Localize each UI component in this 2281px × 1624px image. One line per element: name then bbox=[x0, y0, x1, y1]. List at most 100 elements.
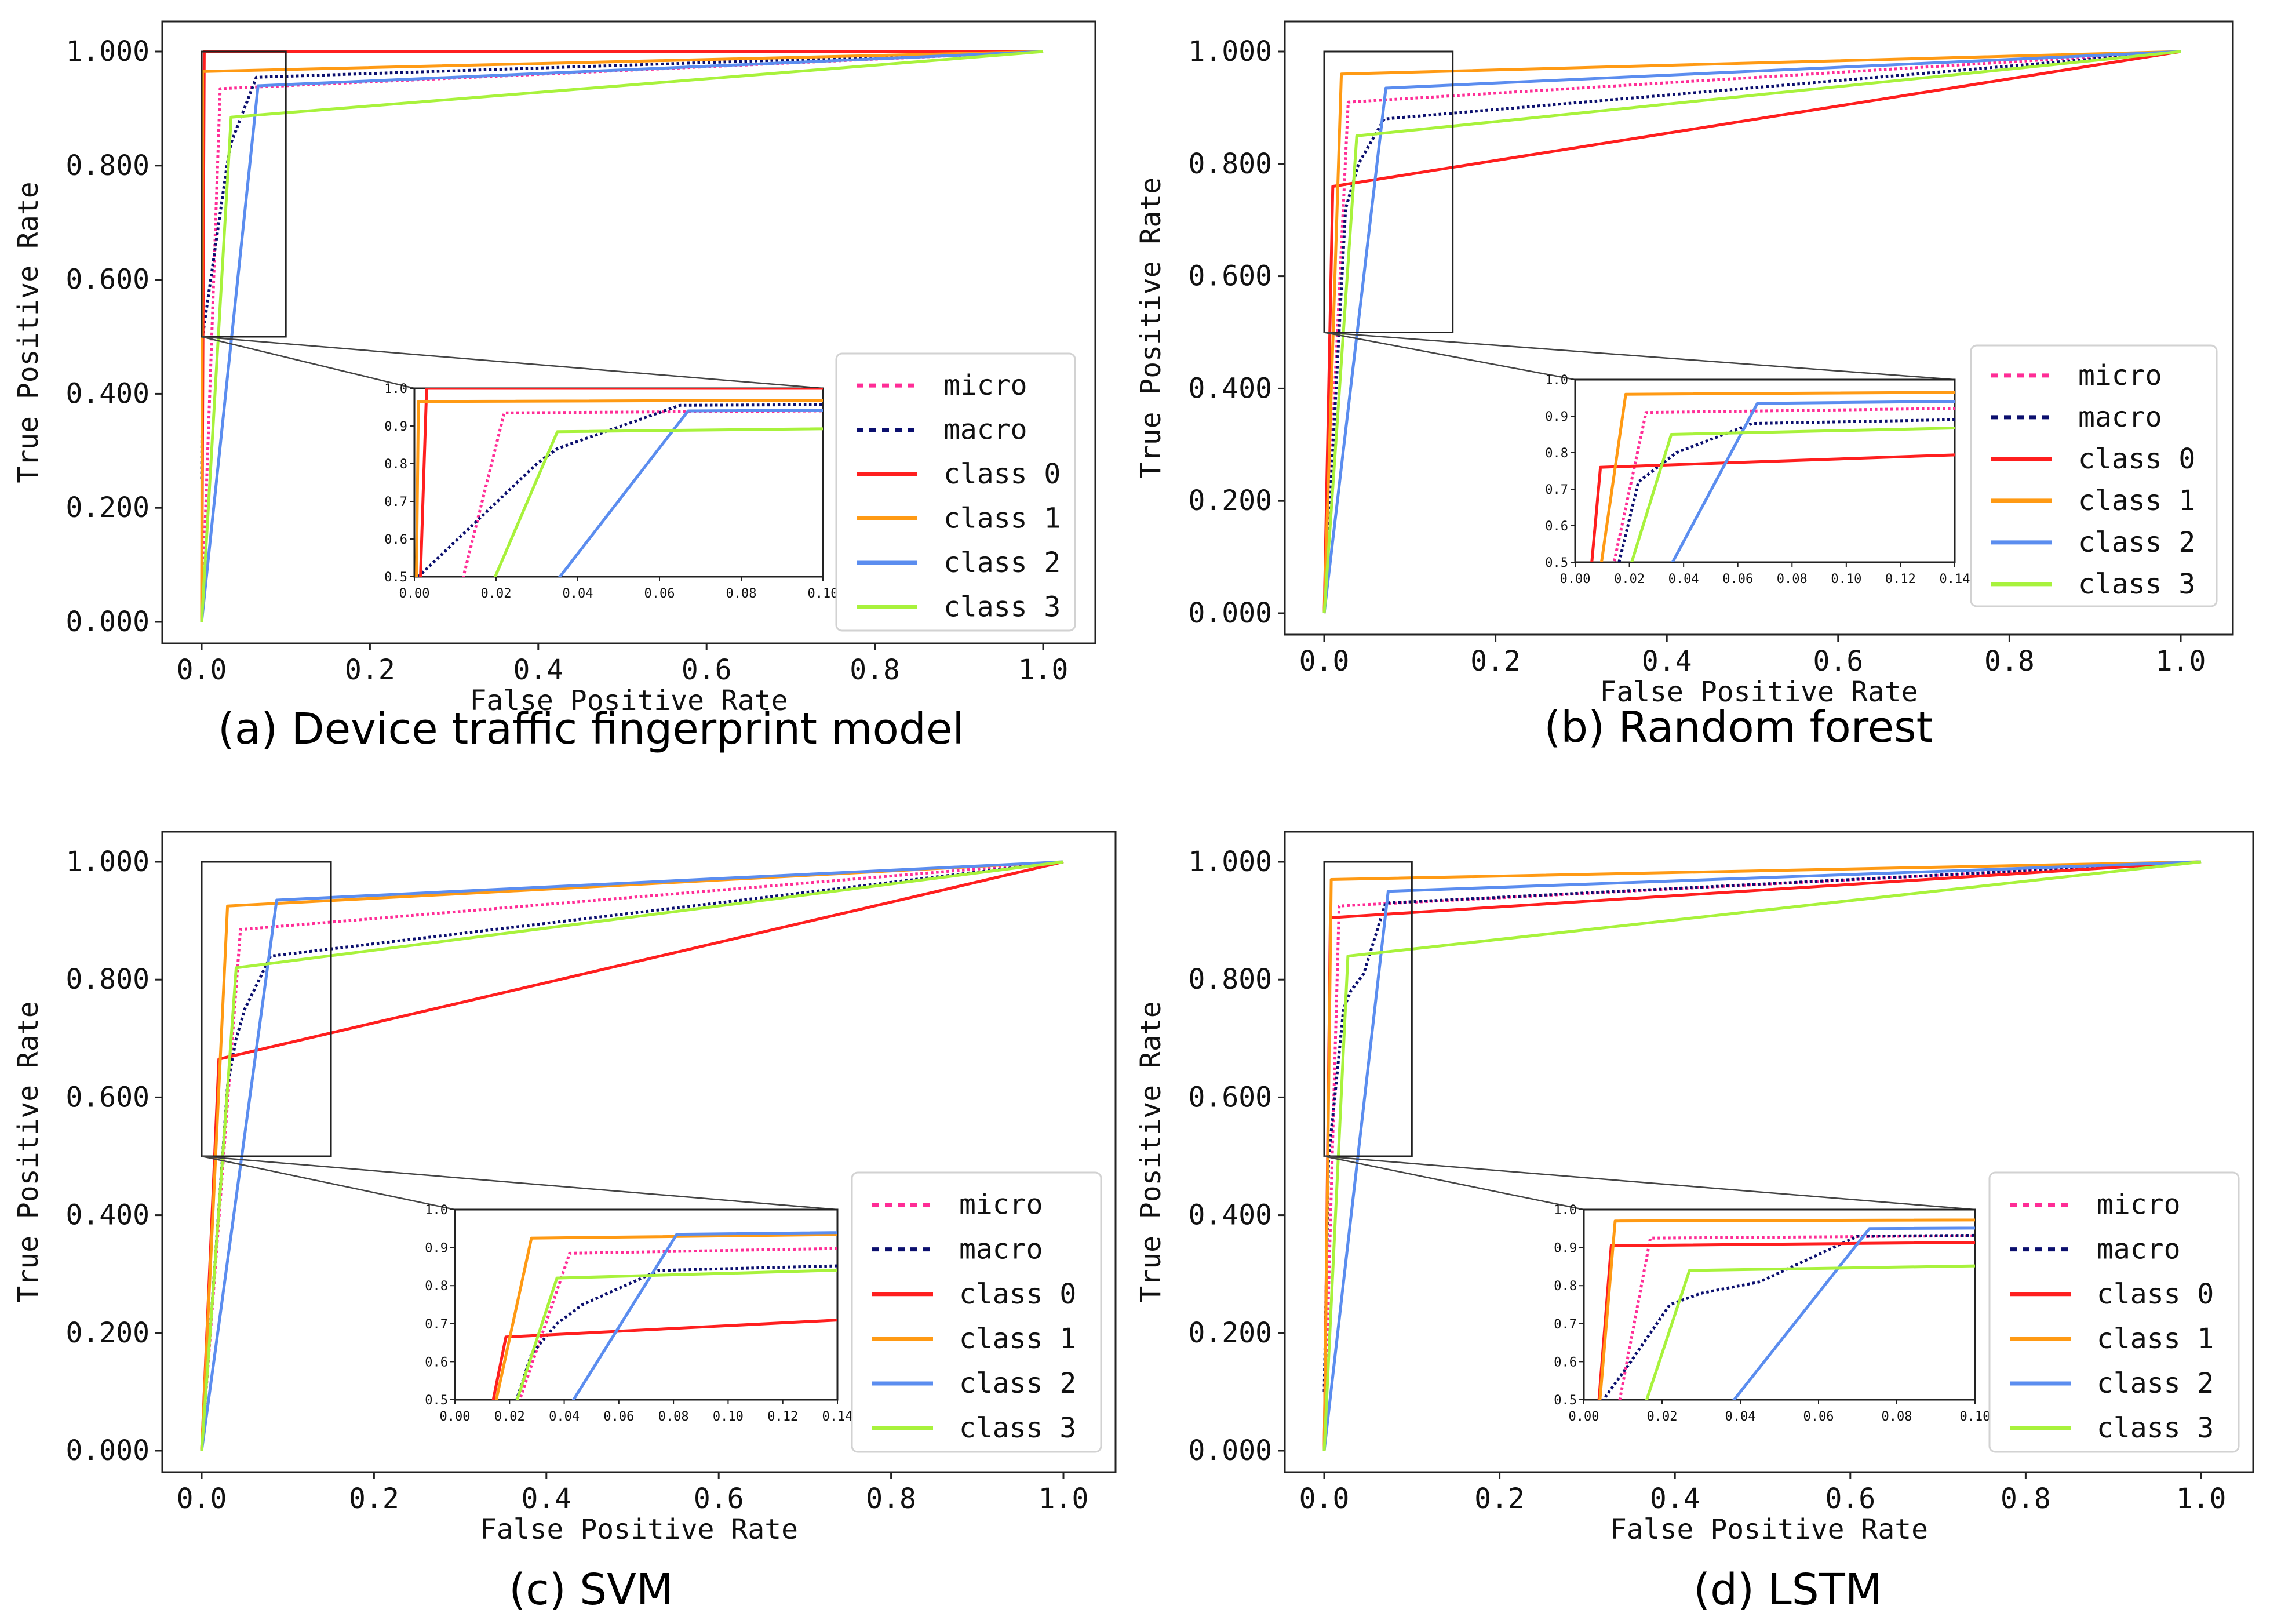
x-tick-label: 0.2 bbox=[1470, 645, 1521, 678]
y-tick-label: 0.600 bbox=[1189, 260, 1273, 293]
inset-y-tick-label: 0.5 bbox=[384, 570, 407, 585]
y-tick-label: 0.200 bbox=[1189, 1317, 1273, 1349]
legend: micro macro class 0 class 1 class 2 class 3 bbox=[1970, 344, 2218, 607]
series-line-micro bbox=[1322, 50, 2181, 614]
inset-series-line-class-2 bbox=[558, 409, 823, 577]
inset-x-tick-label: 0.10 bbox=[1960, 1410, 1991, 1424]
series-line-class-1 bbox=[1322, 860, 2202, 1451]
zoom-connector bbox=[1324, 332, 1576, 381]
inset-y-tick-label: 0.9 bbox=[425, 1241, 448, 1256]
series-line-class-3 bbox=[200, 860, 1064, 1451]
inset-y-tick-label: 0.8 bbox=[1554, 1279, 1577, 1294]
inset-y-tick-label: 0.6 bbox=[1554, 1355, 1577, 1370]
y-tick-label: 0.400 bbox=[66, 1199, 150, 1232]
zoom-connector bbox=[201, 1155, 838, 1211]
chart-panel-0: 0.0 0.2 0.4 0.6 0.8 1.0 0.000 0.200 0.400 0.600 0.… bbox=[12, 20, 1096, 754]
x-tick-label: 0.2 bbox=[345, 654, 395, 686]
inset-frame bbox=[413, 387, 824, 578]
y-tick-label: 0.000 bbox=[66, 606, 150, 638]
inset-series-line-class-2 bbox=[1671, 400, 1955, 562]
inset-x-tick-label: 0.08 bbox=[658, 1410, 689, 1424]
inset-y-tick-label: 0.9 bbox=[384, 420, 407, 434]
inset-series-line-class-1 bbox=[1598, 1218, 1975, 1400]
inset-x-tick-label: 0.08 bbox=[726, 587, 757, 601]
legend-label: class 3 bbox=[943, 591, 1061, 623]
y-tick-label: 0.600 bbox=[1189, 1081, 1273, 1113]
zoom-connector bbox=[1324, 332, 1955, 381]
x-tick-label: 0.6 bbox=[682, 654, 732, 686]
legend-label: class 3 bbox=[959, 1412, 1076, 1444]
y-axis-label: True Positive Rate bbox=[1135, 1001, 1167, 1302]
y-tick-label: 0.800 bbox=[66, 963, 150, 996]
y-tick-label: 0.800 bbox=[1189, 963, 1273, 996]
inset-series-group bbox=[491, 1231, 837, 1400]
inset-series-group bbox=[415, 388, 823, 577]
x-tick-label: 0.0 bbox=[177, 1483, 227, 1515]
series-line-class-2 bbox=[200, 50, 1044, 622]
legend-label: class 0 bbox=[943, 458, 1061, 490]
inset-x-tick-label: 0.02 bbox=[1614, 572, 1645, 587]
panel-caption: (b) Random forest bbox=[1544, 702, 1933, 752]
y-axis-label: True Positive Rate bbox=[1135, 177, 1167, 479]
legend-label: class 2 bbox=[2078, 526, 2195, 559]
x-axis-label: False Positive Rate bbox=[469, 684, 788, 717]
inset-y-tick-label: 0.9 bbox=[1545, 410, 1568, 424]
inset-x-tick-label: 0.06 bbox=[603, 1410, 634, 1424]
legend-label: class 0 bbox=[2078, 443, 2195, 475]
inset-series-line-class-3 bbox=[1645, 1264, 1975, 1400]
x-tick-label: 0.4 bbox=[513, 654, 563, 686]
inset-series-group bbox=[1590, 391, 1955, 562]
y-tick-label: 0.200 bbox=[66, 491, 150, 524]
zoom-box bbox=[201, 50, 287, 338]
inset-series-line-class-1 bbox=[415, 399, 823, 577]
y-tick-label: 0.400 bbox=[66, 377, 150, 410]
legend-label: class 2 bbox=[2097, 1367, 2214, 1400]
legend-label: macro bbox=[959, 1233, 1043, 1266]
y-tick-label: 0.400 bbox=[1189, 372, 1273, 405]
x-tick-label: 0.0 bbox=[1299, 645, 1350, 678]
x-tick-label: 0.0 bbox=[177, 654, 227, 686]
legend: micro macro class 0 class 1 class 2 class 3 bbox=[1988, 1171, 2240, 1453]
panel-caption: (a) Device traffic fingerprint model bbox=[218, 704, 964, 754]
legend-label: micro bbox=[2078, 359, 2162, 392]
inset-x-tick-label: 0.04 bbox=[549, 1410, 580, 1424]
inset-x-tick-label: 0.04 bbox=[563, 587, 593, 601]
inset-x-tick-label: 0.10 bbox=[713, 1410, 744, 1424]
x-tick-label: 0.2 bbox=[349, 1483, 399, 1515]
inset-x-tick-label: 0.06 bbox=[1803, 1410, 1834, 1424]
y-tick-label: 0.200 bbox=[1189, 485, 1273, 517]
series-line-class-3 bbox=[1322, 860, 2202, 1451]
y-tick-label: 0.600 bbox=[66, 264, 150, 296]
inset-series-group bbox=[1597, 1218, 1975, 1400]
inset-x-tick-label: 0.10 bbox=[808, 587, 839, 601]
x-tick-label: 0.6 bbox=[694, 1483, 744, 1515]
inset-x-tick-label: 0.12 bbox=[767, 1410, 798, 1424]
legend-label: macro bbox=[2097, 1233, 2181, 1266]
x-tick-label: 1.0 bbox=[2176, 1483, 2227, 1515]
chart-panel-1: 0.0 0.2 0.4 0.6 0.8 1.0 0.000 0.200 0.400 0.600 0.… bbox=[1135, 20, 2234, 752]
y-tick-label: 0.000 bbox=[1189, 1434, 1273, 1467]
zoom-connector bbox=[201, 1155, 456, 1211]
inset-y-tick-label: 0.8 bbox=[425, 1279, 448, 1294]
inset-y-tick-label: 0.6 bbox=[384, 533, 407, 547]
inset-x-tick-label: 0.04 bbox=[1725, 1410, 1756, 1424]
x-tick-label: 0.0 bbox=[1299, 1483, 1350, 1515]
inset-x-tick-label: 0.00 bbox=[1560, 572, 1591, 587]
inset-y-tick-label: 0.8 bbox=[384, 457, 407, 472]
inset-series-line-class-0 bbox=[1590, 453, 1955, 562]
inset-y-tick-label: 0.7 bbox=[384, 495, 407, 509]
inset-y-tick-label: 1.0 bbox=[1554, 1203, 1577, 1218]
x-axis-label: False Positive Rate bbox=[1599, 676, 1918, 708]
inset-x-tick-label: 0.02 bbox=[494, 1410, 525, 1424]
inset-y-tick-label: 1.0 bbox=[425, 1203, 448, 1218]
inset-x-tick-label: 0.06 bbox=[1722, 572, 1753, 587]
x-axis-label: False Positive Rate bbox=[1610, 1513, 1928, 1546]
legend-label: class 1 bbox=[959, 1323, 1076, 1355]
zoom-box bbox=[1323, 50, 1454, 333]
y-tick-label: 0.800 bbox=[66, 150, 150, 182]
series-line-class-2 bbox=[200, 860, 1064, 1451]
inset-x-tick-label: 0.10 bbox=[1831, 572, 1861, 587]
x-tick-label: 1.0 bbox=[2156, 645, 2206, 678]
inset-plot: 0.00 0.02 0.04 0.06 0.08 0.10 0.12 0.14 0.5 0.6 0.… bbox=[425, 1203, 852, 1424]
